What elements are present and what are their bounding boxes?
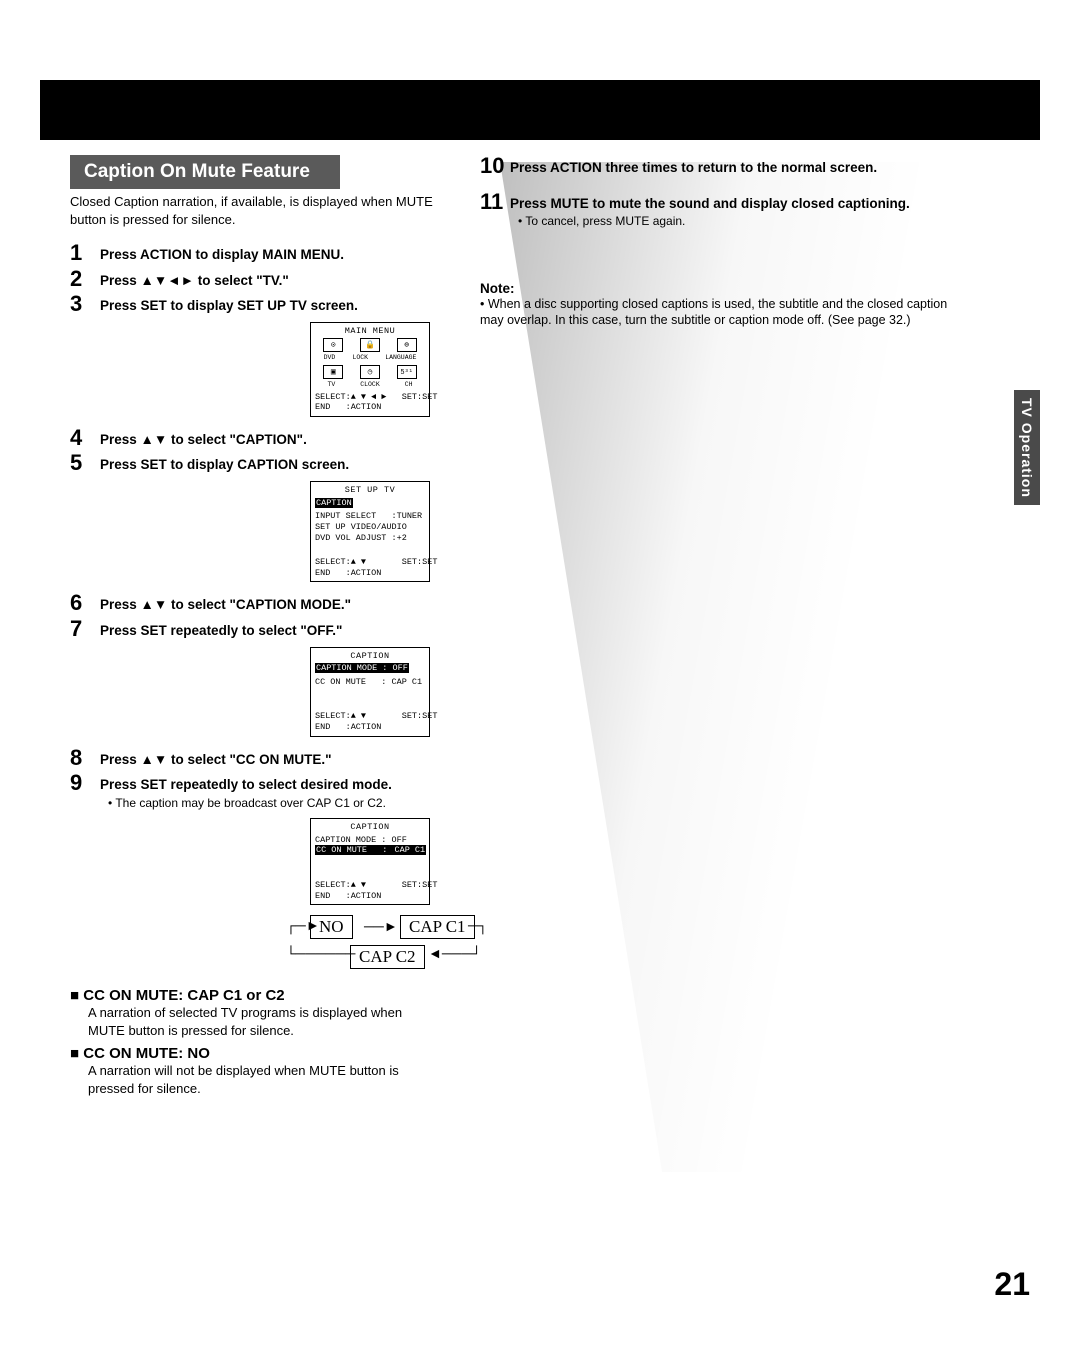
step-text: Press SET repeatedly to select desired m… xyxy=(100,772,392,812)
step-note: • The caption may be broadcast over CAP … xyxy=(108,795,392,812)
sub-heading-cap: CC ON MUTE: CAP C1 or C2 xyxy=(70,987,450,1004)
highlighted-row: CAPTION MODE : OFF xyxy=(315,663,409,673)
step-9: 9 Press SET repeatedly to select desired… xyxy=(70,772,450,812)
icon-label: CLOCK xyxy=(360,381,380,389)
tv-caption-2: CAPTION CAPTION MODE : OFF CC ON MUTE : … xyxy=(310,818,430,905)
tv-title: SET UP TV xyxy=(315,485,425,496)
tv-body: CC ON MUTE : CAP C1 xyxy=(315,677,425,688)
step-number: 10 xyxy=(480,155,510,177)
step-number: 4 xyxy=(70,427,100,449)
sub-heading-no: CC ON MUTE: NO xyxy=(70,1045,450,1062)
right-column: 10 Press ACTION three times to return to… xyxy=(480,155,960,1103)
step-text: Press ACTION three times to return to th… xyxy=(510,155,877,178)
tv-caption-1: CAPTION CAPTION MODE : OFF CC ON MUTE : … xyxy=(310,647,430,737)
sub-desc: A narration of selected TV programs is d… xyxy=(88,1004,428,1039)
tv-body: CAPTION MODE : OFF xyxy=(315,835,425,846)
step-number: 6 xyxy=(70,592,100,614)
step-8: 8 Press ▲▼ to select "CC ON MUTE." xyxy=(70,747,450,770)
cycle-cap-c2: CAP C2 xyxy=(350,945,425,969)
step-text: Press ▲▼ to select "CAPTION MODE." xyxy=(100,592,351,615)
step-3: 3 Press SET to display SET UP TV screen. xyxy=(70,293,450,316)
step-text: Press SET repeatedly to select "OFF." xyxy=(100,618,342,641)
icon-label: LOCK xyxy=(352,354,368,362)
step-number: 5 xyxy=(70,452,100,474)
tv-title: CAPTION xyxy=(315,651,425,662)
step-text: Press SET to display CAPTION screen. xyxy=(100,452,349,475)
highlighted-value: CAP C1 xyxy=(394,845,427,855)
page-content: Caption On Mute Feature Closed Caption n… xyxy=(70,155,1040,1103)
page-number: 21 xyxy=(994,1266,1030,1303)
left-column: Caption On Mute Feature Closed Caption n… xyxy=(70,155,450,1103)
highlighted-row: CAPTION xyxy=(315,498,353,508)
note-heading: Note: xyxy=(480,281,960,296)
arrow-left-icon: ◄───┘ xyxy=(428,945,482,961)
dvd-icon: ⊙ xyxy=(323,338,343,352)
step-number: 11 xyxy=(480,191,510,213)
step-text: Press ▲▼ to select "CAPTION". xyxy=(100,427,307,450)
language-icon: ⊜ xyxy=(397,338,417,352)
clock-icon: ◷ xyxy=(360,365,380,379)
intro-text: Closed Caption narration, if available, … xyxy=(70,193,440,228)
step-6: 6 Press ▲▼ to select "CAPTION MODE." xyxy=(70,592,450,615)
step-note: • To cancel, press MUTE again. xyxy=(518,213,910,230)
step-number: 8 xyxy=(70,747,100,769)
section-header: Caption On Mute Feature xyxy=(70,155,340,189)
step-number: 1 xyxy=(70,242,100,264)
highlighted-pre: CC ON MUTE : xyxy=(315,845,394,855)
cycle-cap-c1: CAP C1 xyxy=(400,915,475,939)
step-11: 11 Press MUTE to mute the sound and disp… xyxy=(480,191,960,231)
step-text: Press MUTE to mute the sound and display… xyxy=(510,191,910,231)
lock-icon: 🔒 xyxy=(360,338,380,352)
tv-icon: ▣ xyxy=(323,365,343,379)
step-text: Press SET to display SET UP TV screen. xyxy=(100,293,358,316)
tv-setup: SET UP TV CAPTION INPUT SELECT :TUNER SE… xyxy=(310,481,430,582)
icon-label: LANGUAGE xyxy=(385,354,416,362)
step-number: 9 xyxy=(70,772,100,794)
ch-icon: 5³¹ xyxy=(397,365,417,379)
tv-footer: SELECT:▲ ▼ SET:SET END :ACTION xyxy=(315,880,425,901)
step-1: 1 Press ACTION to display MAIN MENU. xyxy=(70,242,450,265)
arrow-path-icon: ┌─► xyxy=(286,917,320,933)
tv-title: CAPTION xyxy=(315,822,425,833)
step-4: 4 Press ▲▼ to select "CAPTION". xyxy=(70,427,450,450)
tv-title: MAIN MENU xyxy=(315,326,425,337)
step-2: 2 Press ▲▼◄► to select "TV." xyxy=(70,268,450,291)
top-black-bar xyxy=(40,80,1040,140)
icon-label: CH xyxy=(405,381,413,389)
step-text: Press ACTION to display MAIN MENU. xyxy=(100,242,344,265)
step-7: 7 Press SET repeatedly to select "OFF." xyxy=(70,618,450,641)
tv-footer: SELECT:▲ ▼ SET:SET END :ACTION xyxy=(315,711,425,732)
cycle-diagram: NO CAP C1 CAP C2 ──► ┌─► └────── ◄───┘ ─… xyxy=(280,915,480,975)
step-number: 7 xyxy=(70,618,100,640)
arrow-right-icon: ──► xyxy=(364,918,398,934)
step-text: Press ▲▼◄► to select "TV." xyxy=(100,268,289,291)
sub-desc: A narration will not be displayed when M… xyxy=(88,1062,428,1097)
icon-label: TV xyxy=(327,381,335,389)
tv-footer: SELECT:▲ ▼ ◄ ► SET:SET END :ACTION xyxy=(315,392,425,413)
tv-footer: SELECT:▲ ▼ SET:SET END :ACTION xyxy=(315,557,425,578)
tv-body: INPUT SELECT :TUNER SET UP VIDEO/AUDIO D… xyxy=(315,511,425,543)
note-text: • When a disc supporting closed captions… xyxy=(480,296,950,330)
step-10: 10 Press ACTION three times to return to… xyxy=(480,155,960,178)
step-text: Press ▲▼ to select "CC ON MUTE." xyxy=(100,747,332,770)
step-number: 3 xyxy=(70,293,100,315)
step-5: 5 Press SET to display CAPTION screen. xyxy=(70,452,450,475)
icon-label: DVD xyxy=(324,354,336,362)
arrow-path-icon: └────── xyxy=(286,945,355,961)
step-number: 2 xyxy=(70,268,100,290)
tv-main-menu: MAIN MENU ⊙ 🔒 ⊜ DVD LOCK LANGUAGE ▣ ◷ 5³… xyxy=(310,322,430,417)
